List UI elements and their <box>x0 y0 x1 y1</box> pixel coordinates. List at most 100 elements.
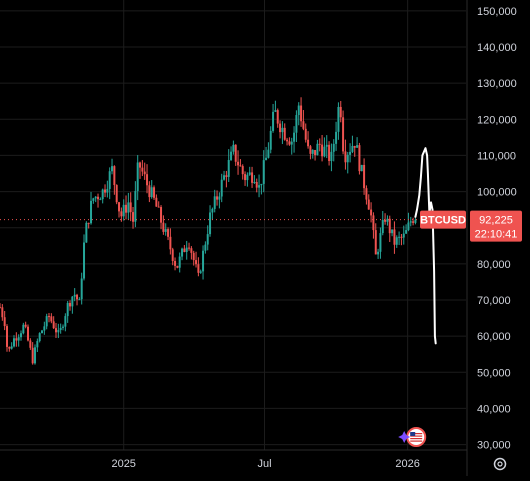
candle-body <box>393 229 396 245</box>
candle-body <box>202 250 205 272</box>
price-tick-label: 100,000 <box>477 187 517 199</box>
candle-body <box>239 165 242 167</box>
candle-body <box>36 341 39 348</box>
candle-body <box>288 141 291 145</box>
candle-body <box>316 143 319 156</box>
candle-body <box>52 321 55 329</box>
candle-body <box>283 127 286 140</box>
candle-body <box>311 149 314 154</box>
candle-body <box>29 340 32 348</box>
candle-body <box>209 212 212 235</box>
candle-body <box>300 105 303 122</box>
candle-body <box>155 197 158 207</box>
candle-body <box>330 151 333 161</box>
candle-body <box>295 115 298 133</box>
candle-body <box>6 326 9 347</box>
candle-body <box>94 196 97 199</box>
candle-body <box>255 181 258 188</box>
candle-body <box>358 145 361 172</box>
candle-body <box>367 199 370 210</box>
candle-body <box>211 208 214 213</box>
candle-body <box>234 144 237 162</box>
candle-body <box>76 294 79 300</box>
candle-body <box>66 302 69 317</box>
candle-body <box>353 145 356 148</box>
candle-body <box>59 327 62 331</box>
candle-body <box>356 145 359 148</box>
candle-body <box>258 185 261 188</box>
candle-body <box>195 260 198 265</box>
price-badge: BTCUSD 92,225 22:10:41 <box>420 210 522 242</box>
candle-body <box>272 111 275 131</box>
last-price-bg <box>470 210 522 242</box>
settings-icon[interactable] <box>493 457 507 471</box>
candle-body <box>360 164 363 172</box>
us-event-marker[interactable] <box>398 427 427 447</box>
candle-body <box>244 174 247 181</box>
candle-body <box>365 188 368 200</box>
candle-body <box>188 247 191 249</box>
candle-body <box>409 221 412 223</box>
candle-body <box>237 161 240 166</box>
candle-body <box>218 196 221 200</box>
candle-body <box>400 236 403 238</box>
price-tick-label: 140,000 <box>477 42 517 54</box>
candle-body <box>370 209 373 216</box>
candle-body <box>204 244 207 251</box>
candle-body <box>248 172 251 175</box>
candle-body <box>274 110 277 112</box>
candle-body <box>386 218 389 222</box>
candle-body <box>108 171 111 189</box>
candle-body <box>381 219 384 234</box>
candle-body <box>69 302 72 307</box>
candle-body <box>267 149 270 158</box>
candle-body <box>402 233 405 238</box>
candle-body <box>104 189 107 193</box>
candle-body <box>220 179 223 197</box>
candle-body <box>57 330 60 333</box>
candle-body <box>162 222 165 232</box>
candle-body <box>183 248 186 252</box>
candle-body <box>297 105 300 116</box>
candle-body <box>15 338 18 341</box>
candle-body <box>111 166 114 172</box>
bar-countdown-label: 22:10:41 <box>475 229 518 241</box>
candle-body <box>143 171 146 175</box>
candle-body <box>337 106 340 132</box>
candle-body <box>307 139 310 147</box>
candle-body <box>293 132 296 142</box>
candle-body <box>251 172 254 183</box>
candle-body <box>113 166 116 186</box>
projection-line[interactable] <box>414 147 437 345</box>
candle-body <box>332 143 335 152</box>
gear-icon[interactable] <box>493 457 507 471</box>
candle-body <box>342 117 345 152</box>
candle-body <box>391 229 394 234</box>
price-tick-label: 150,000 <box>477 6 517 18</box>
candle-body <box>192 252 195 261</box>
candle-body <box>134 191 137 222</box>
candle-body <box>101 189 104 200</box>
chart-grid <box>0 0 466 450</box>
candle-body <box>223 175 226 180</box>
candle-body <box>286 139 289 142</box>
gear-icon-center <box>497 461 503 467</box>
candle-body <box>167 229 170 237</box>
candle-body <box>232 144 235 152</box>
candle-body <box>13 338 16 347</box>
candles-layer <box>0 97 417 365</box>
candle-body <box>73 294 76 297</box>
candle-body <box>8 346 11 349</box>
time-axis[interactable]: 2025 Jul 2026 <box>0 449 467 470</box>
symbol-label: BTCUSD <box>420 215 466 227</box>
projection-drawing[interactable] <box>414 147 437 345</box>
candle-body <box>174 260 177 266</box>
candle-body <box>384 219 387 222</box>
candle-body <box>372 215 375 231</box>
candle-body <box>318 143 321 145</box>
candle-body <box>185 247 188 252</box>
candle-body <box>414 219 417 223</box>
candle-body <box>125 204 128 213</box>
